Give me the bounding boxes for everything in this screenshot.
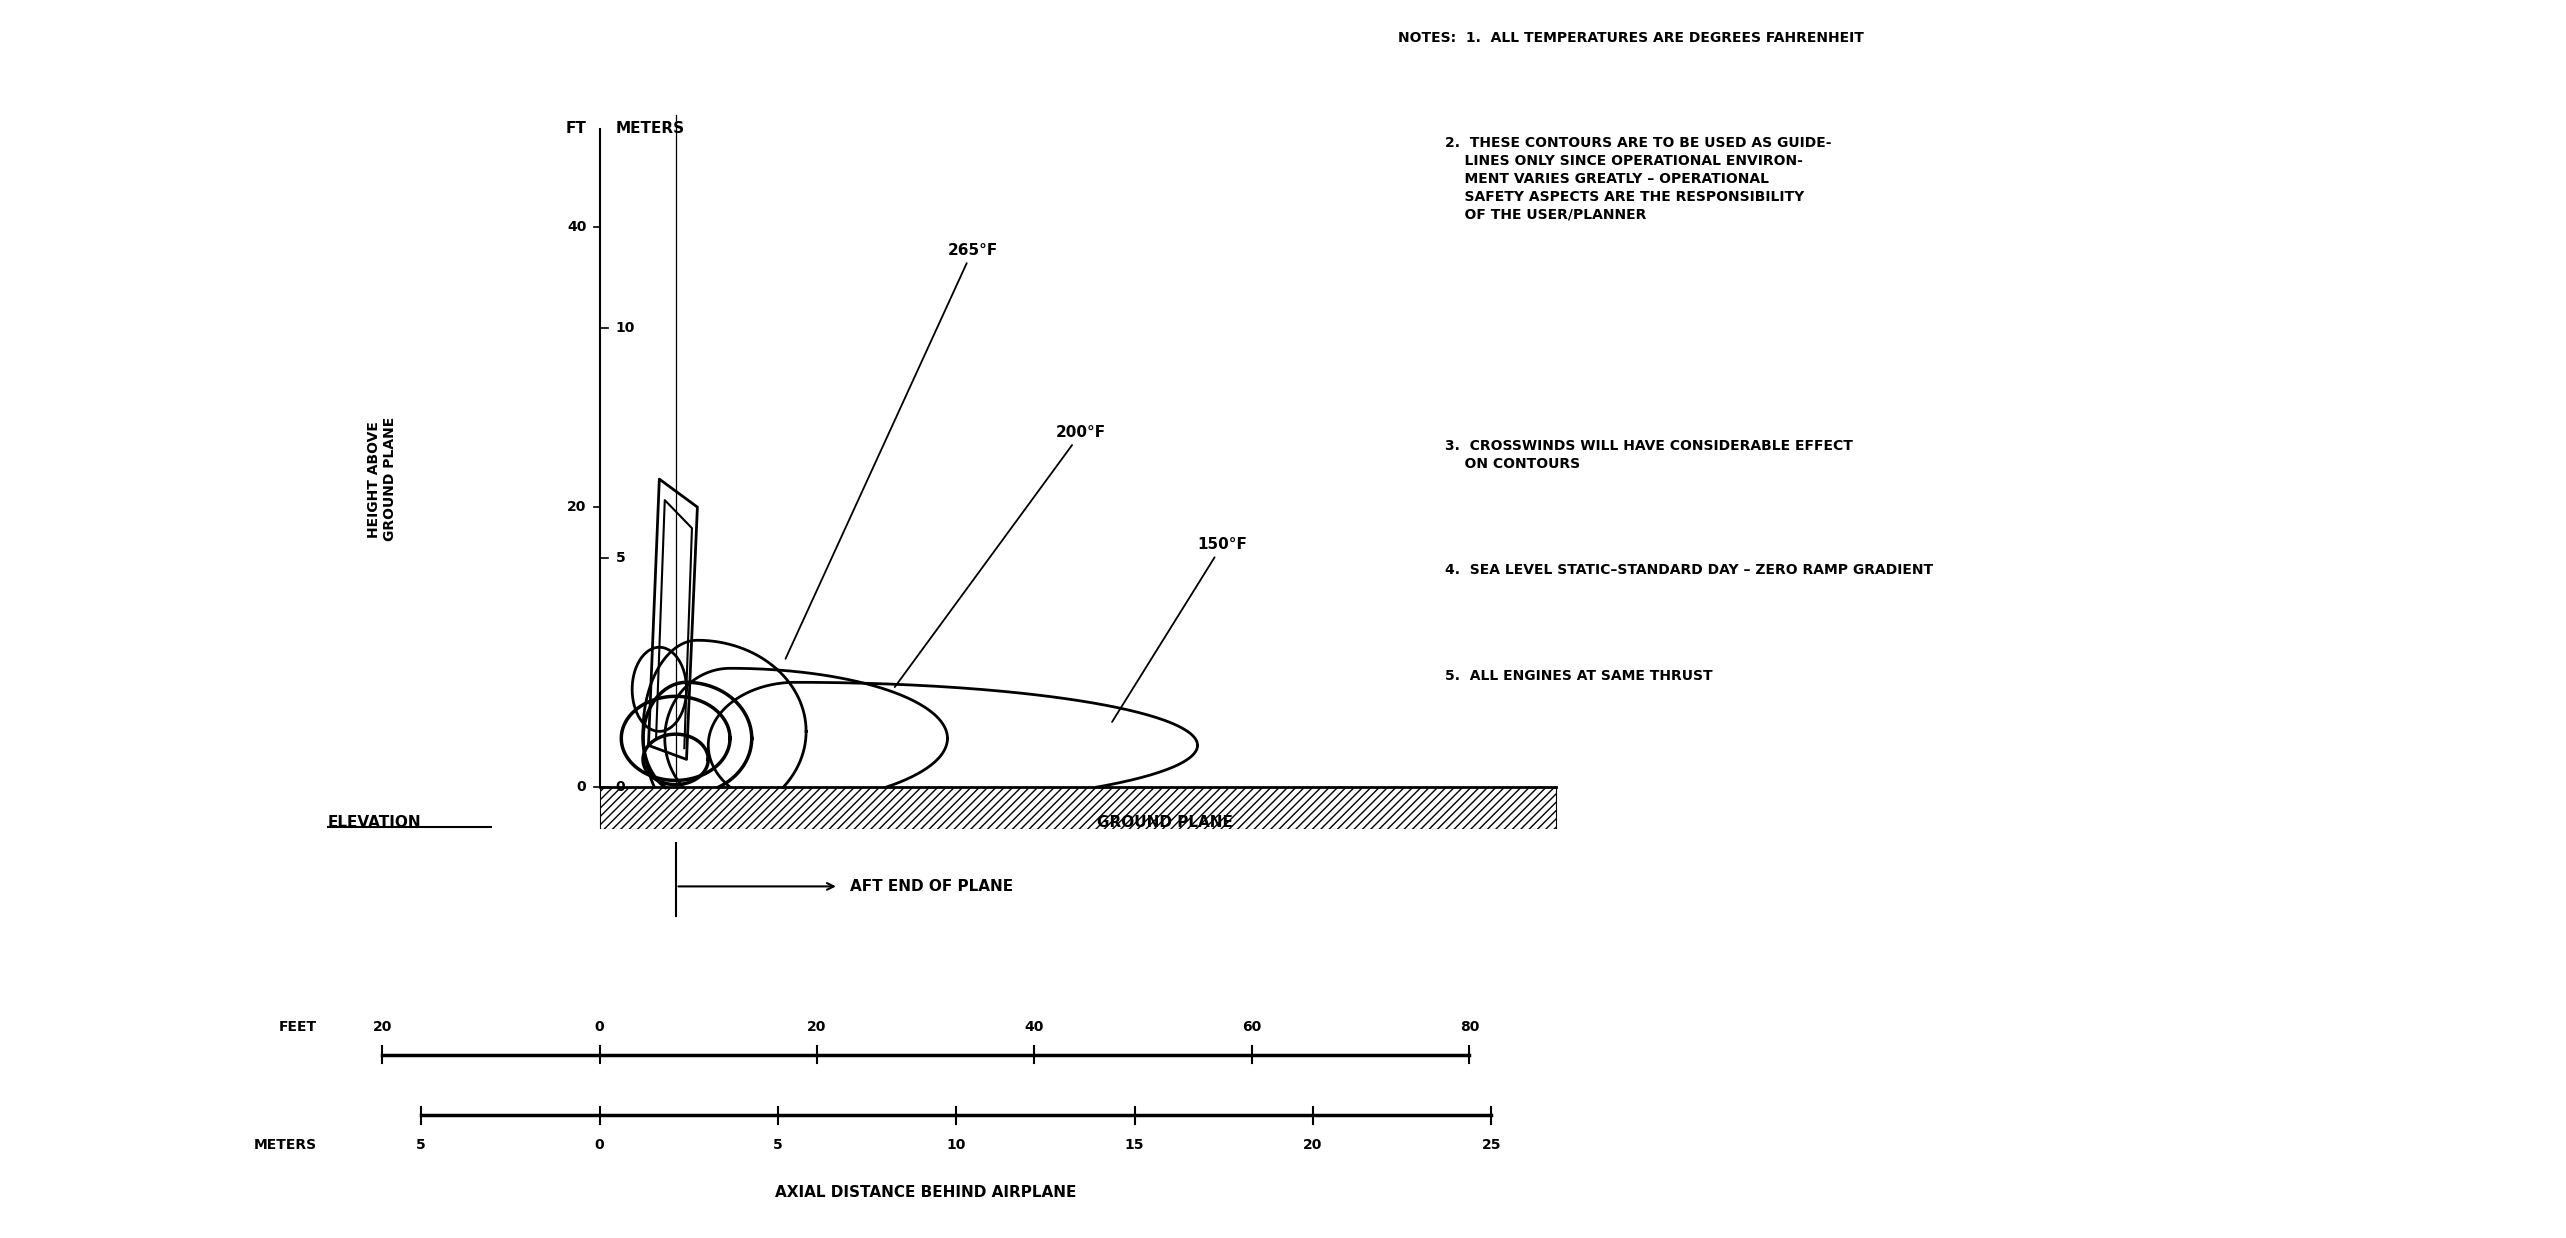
Text: 15: 15 [1124,1138,1144,1153]
Text: 40: 40 [567,220,588,234]
Text: 200°F: 200°F [896,425,1106,687]
Text: 0: 0 [595,1138,606,1153]
Text: 0: 0 [577,780,588,795]
Text: 5.  ALL ENGINES AT SAME THRUST: 5. ALL ENGINES AT SAME THRUST [1445,669,1712,682]
Text: 10: 10 [616,321,636,334]
Text: METERS: METERS [616,121,685,136]
Text: 20: 20 [372,1020,393,1034]
Text: 3.  CROSSWINDS WILL HAVE CONSIDERABLE EFFECT
    ON CONTOURS: 3. CROSSWINDS WILL HAVE CONSIDERABLE EFF… [1445,439,1853,472]
Text: 0: 0 [616,780,626,795]
Text: 4.  SEA LEVEL STATIC–STANDARD DAY – ZERO RAMP GRADIENT: 4. SEA LEVEL STATIC–STANDARD DAY – ZERO … [1445,563,1932,577]
Text: 60: 60 [1242,1020,1262,1034]
Text: AXIAL DISTANCE BEHIND AIRPLANE: AXIAL DISTANCE BEHIND AIRPLANE [775,1185,1075,1200]
Text: 40: 40 [1024,1020,1044,1034]
Text: GROUND PLANE: GROUND PLANE [1098,816,1232,831]
Text: 20: 20 [567,500,588,514]
Text: ELEVATION: ELEVATION [328,816,421,831]
Text: METERS: METERS [254,1138,316,1153]
Text: 25: 25 [1481,1138,1501,1153]
Text: 5: 5 [416,1138,426,1153]
Text: 10: 10 [947,1138,965,1153]
Text: 150°F: 150°F [1111,537,1247,722]
Text: 20: 20 [808,1020,826,1034]
Text: FEET: FEET [280,1020,316,1034]
Text: 2.  THESE CONTOURS ARE TO BE USED AS GUIDE-
    LINES ONLY SINCE OPERATIONAL ENV: 2. THESE CONTOURS ARE TO BE USED AS GUID… [1445,136,1832,222]
Text: FT: FT [565,121,588,136]
Text: AFT END OF PLANE: AFT END OF PLANE [849,879,1014,894]
Text: 5: 5 [616,551,626,565]
Text: 80: 80 [1460,1020,1478,1034]
Text: HEIGHT ABOVE
GROUND PLANE: HEIGHT ABOVE GROUND PLANE [367,417,398,541]
Text: NOTES:  1.  ALL TEMPERATURES ARE DEGREES FAHRENHEIT: NOTES: 1. ALL TEMPERATURES ARE DEGREES F… [1398,31,1865,45]
Text: 20: 20 [1304,1138,1321,1153]
Text: 0: 0 [595,1020,606,1034]
Text: 265°F: 265°F [785,243,998,659]
Text: 5: 5 [772,1138,783,1153]
